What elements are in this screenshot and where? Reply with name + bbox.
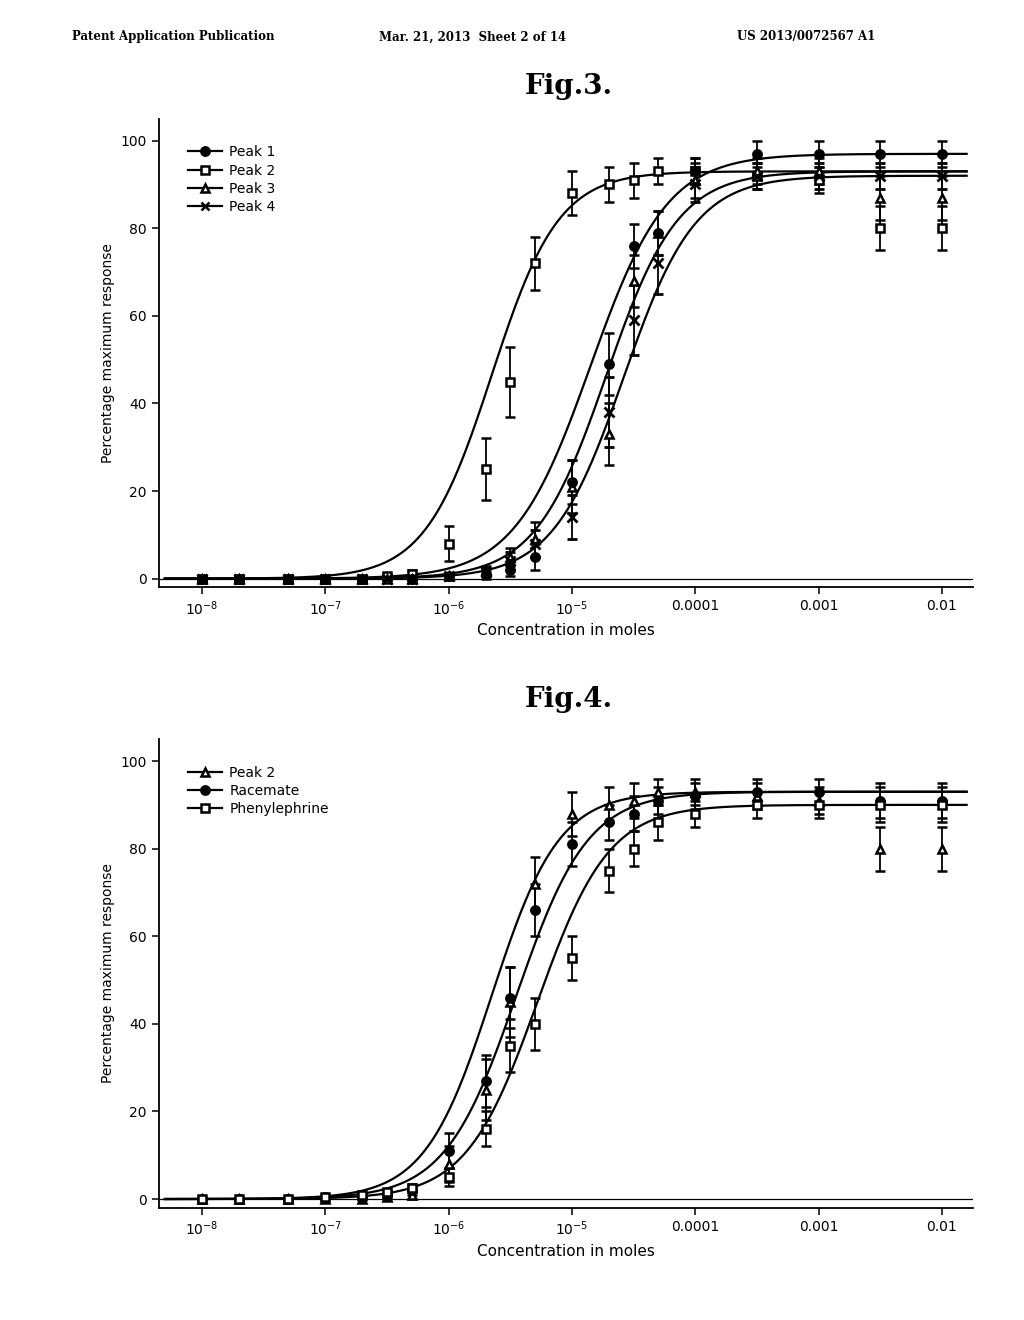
X-axis label: Concentration in moles: Concentration in moles (477, 623, 654, 639)
Y-axis label: Percentage maximum response: Percentage maximum response (101, 863, 115, 1084)
Y-axis label: Percentage maximum response: Percentage maximum response (101, 243, 115, 463)
Text: Fig.4.: Fig.4. (524, 686, 612, 713)
Legend: Peak 2, Racemate, Phenylephrine: Peak 2, Racemate, Phenylephrine (182, 760, 334, 821)
Text: Fig.3.: Fig.3. (524, 73, 612, 99)
Text: US 2013/0072567 A1: US 2013/0072567 A1 (737, 30, 876, 44)
Legend: Peak 1, Peak 2, Peak 3, Peak 4: Peak 1, Peak 2, Peak 3, Peak 4 (182, 140, 282, 219)
X-axis label: Concentration in moles: Concentration in moles (477, 1243, 654, 1259)
Text: Mar. 21, 2013  Sheet 2 of 14: Mar. 21, 2013 Sheet 2 of 14 (379, 30, 566, 44)
Text: Patent Application Publication: Patent Application Publication (72, 30, 274, 44)
